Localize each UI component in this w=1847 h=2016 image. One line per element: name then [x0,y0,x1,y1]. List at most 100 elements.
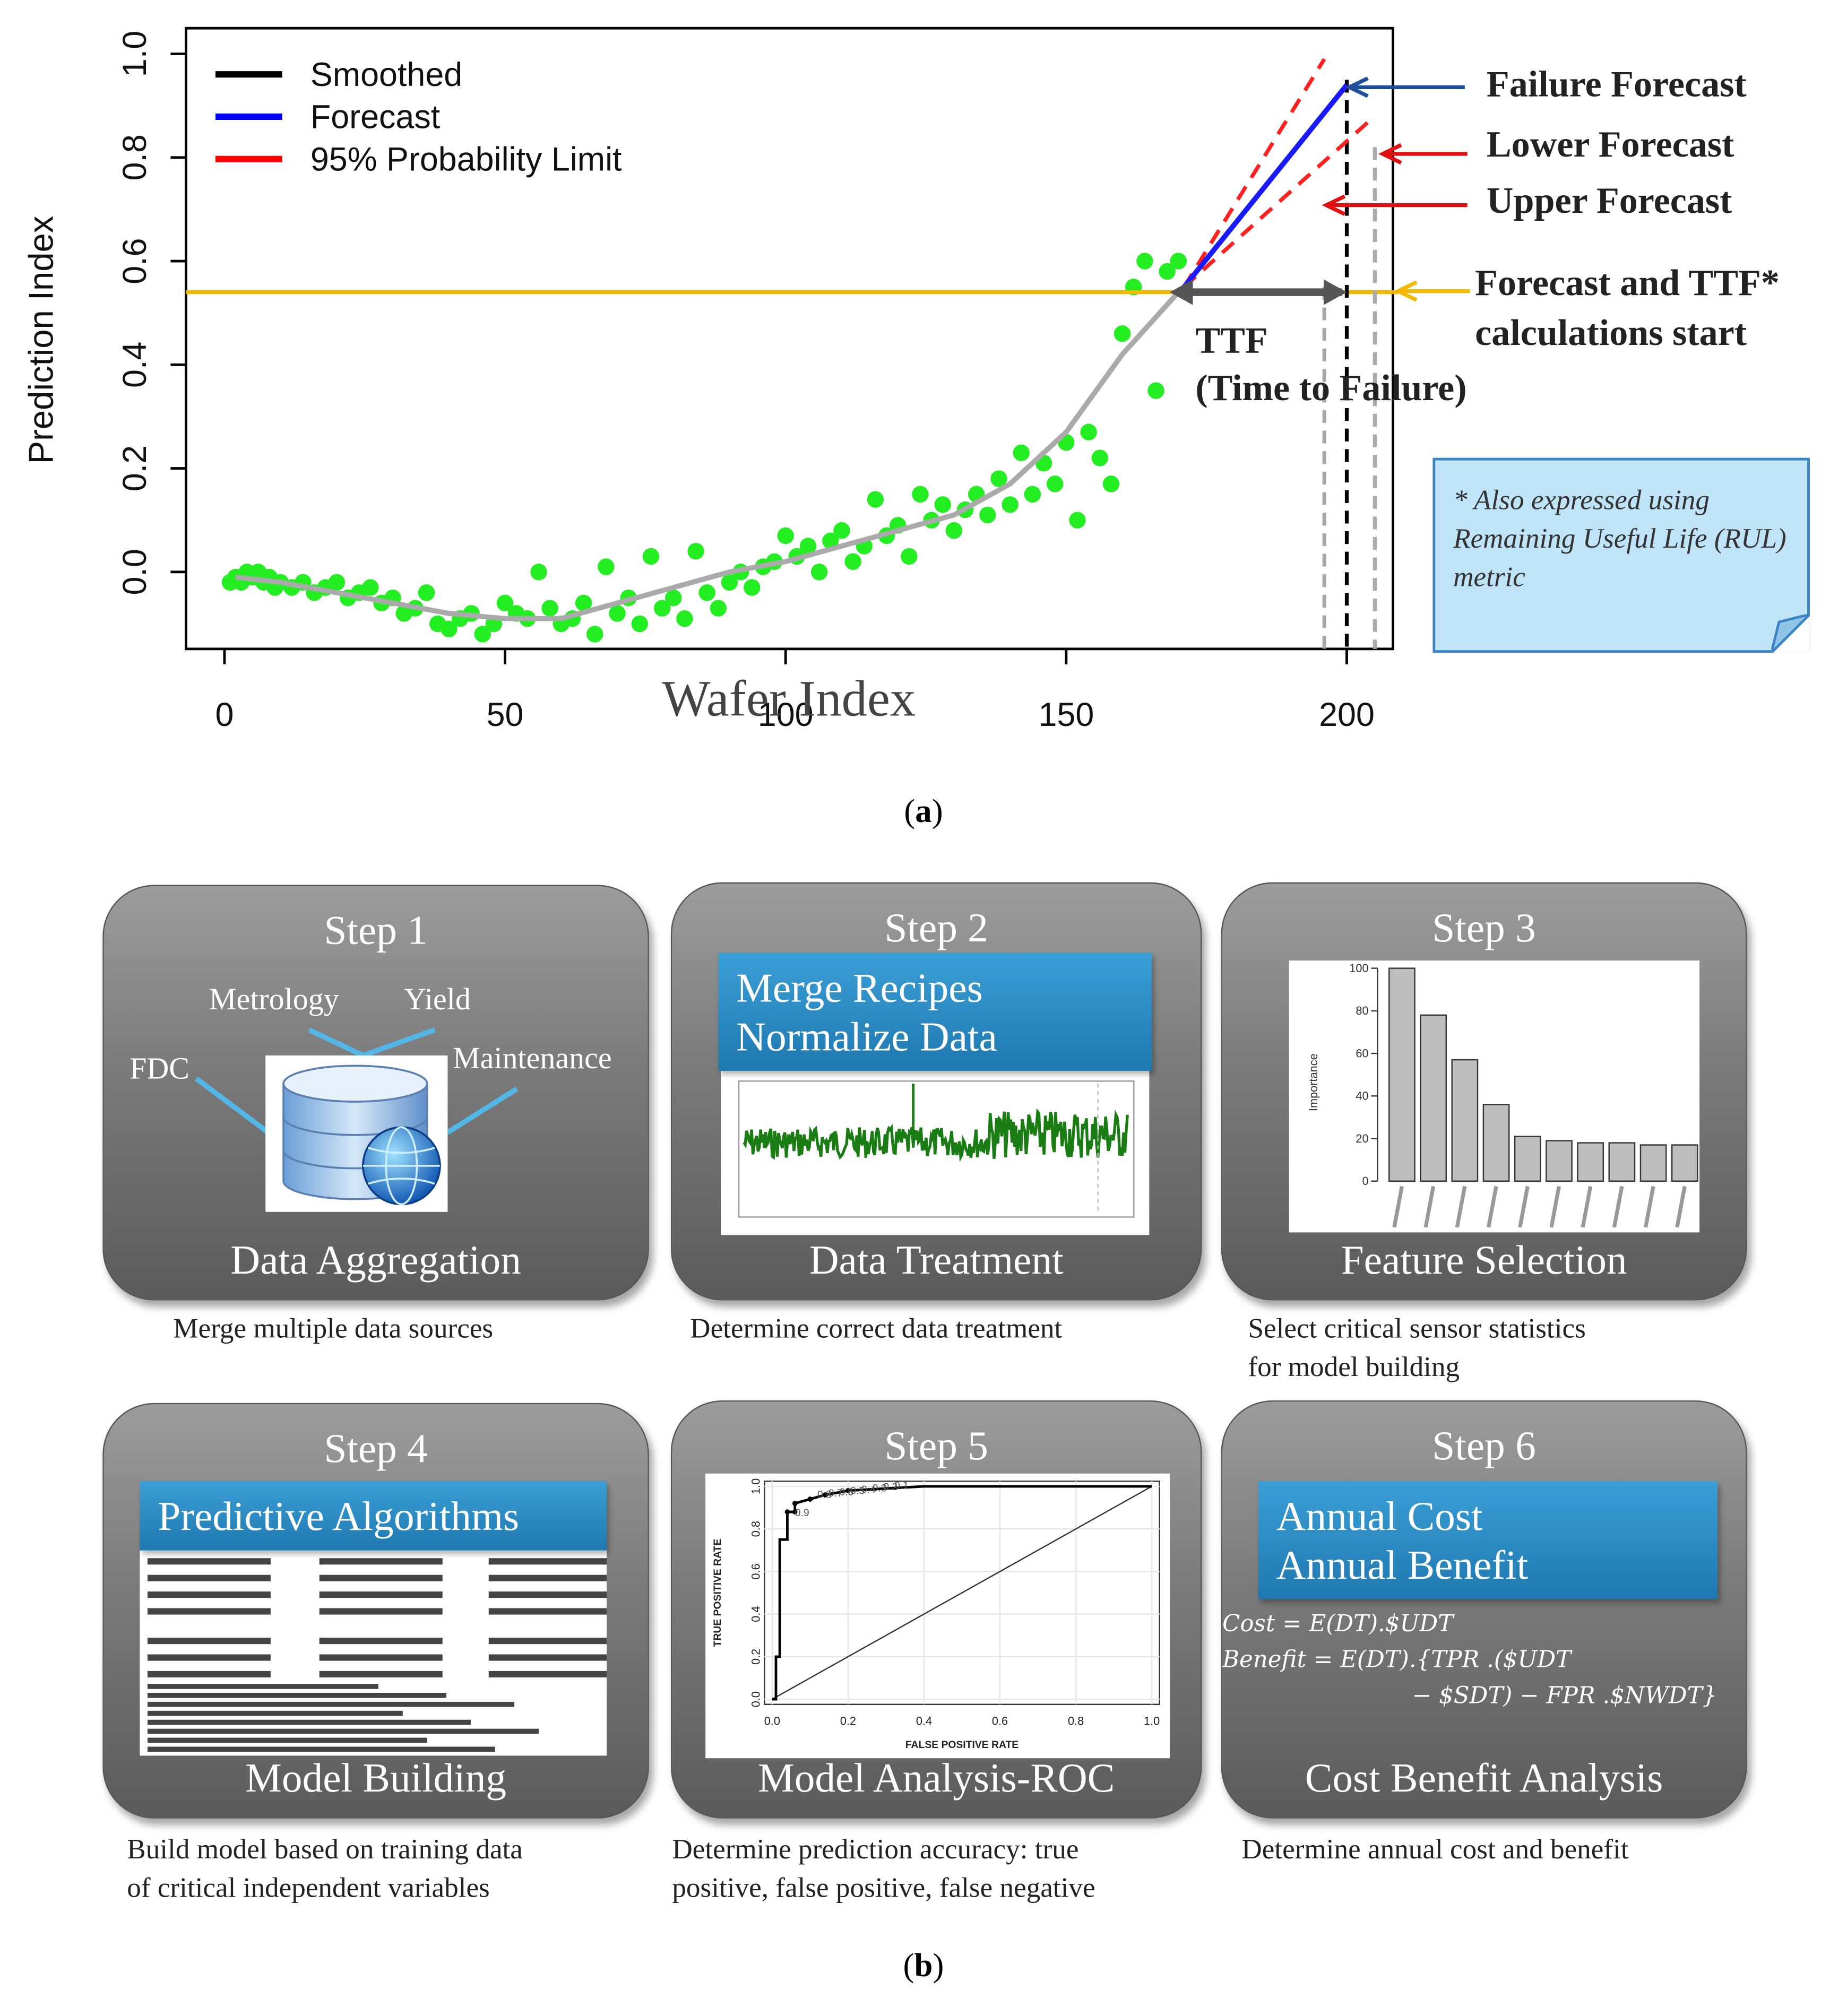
data-point [990,470,1007,487]
feature-name-label [1423,1186,1436,1228]
data-point [418,584,435,601]
equation-line [488,1608,612,1615]
data-point [867,491,884,508]
y-tick-label: 80 [1356,1004,1368,1017]
ttf-arrow-left-head [1170,279,1193,305]
data-point [676,610,693,627]
equation-line [488,1574,612,1581]
x-tick-label: 100 [758,696,814,733]
note-fold-icon [1771,614,1810,653]
data-point [575,594,592,612]
maintenance-label: Maintenance [453,1042,612,1076]
data-point [598,558,615,575]
data-point [777,527,794,544]
step-5-title: Step 5 [884,1422,988,1469]
yield-label: Yield [404,983,471,1017]
data-point [810,564,828,581]
roc-point [792,1509,798,1515]
importance-bar [1420,1014,1447,1182]
y-tick-label: 60 [1356,1046,1368,1060]
equation-line [147,1728,539,1734]
equation-line [488,1591,612,1598]
importance-bar [1388,967,1416,1182]
data-point [698,584,715,601]
lower-forecast-arrow-head [1378,143,1402,165]
threshold-label: 0.1 [894,1481,909,1492]
step-5-description: Determine prediction accuracy: true posi… [672,1830,1095,1907]
x-tick-label: 50 [487,696,524,733]
threshold-label: 0.8 [817,1490,832,1501]
feature-importance-bars: 100 80 60 40 20 0 Importance [1307,962,1730,1228]
y-tick-label: 1.0 [116,31,153,77]
data-point [609,605,626,622]
data-point [474,626,491,643]
equation-line [488,1638,612,1645]
fdc-label: FDC [130,1053,189,1086]
y-tick-label: 0.0 [749,1691,763,1707]
failure-forecast-arrow-head [1345,76,1369,98]
normalized-data-plot [721,1070,1150,1235]
y-tick-label: 0.6 [749,1563,763,1579]
importance-bar [1639,1144,1667,1182]
data-point [1170,253,1187,270]
feature-name-label [1644,1186,1655,1228]
threshold-label: 0.4 [861,1484,876,1495]
data-point [653,600,671,617]
equation-line [147,1574,271,1581]
equation-line [319,1638,443,1645]
step-1-title: Step 1 [324,906,428,953]
data-point [1114,325,1131,342]
step-3-description: Select critical sensor statistics for mo… [1248,1309,1585,1386]
step-1-description: Merge multiple data sources [173,1312,494,1344]
x-tick-label: 0.0 [764,1714,780,1727]
equation-line [319,1591,443,1598]
y-tick-label: 0.8 [749,1521,763,1537]
step-5-name: Model Analysis-ROC [757,1754,1115,1801]
equation-line [147,1719,471,1725]
data-point [1002,496,1019,513]
equation-line [319,1671,443,1678]
equation-line [147,1684,378,1689]
x-axis-label: FALSE POSITIVE RATE [905,1740,1019,1751]
step-4-name: Model Building [245,1754,507,1801]
cost-equation: Cost = E(DT).$UDT [1222,1611,1454,1638]
equation-line [147,1710,403,1716]
data-point [496,594,514,612]
threshold-label: 0.5 [850,1485,865,1496]
step-6-description: Determine annual cost and benefit [1241,1832,1629,1865]
equation-line [147,1671,271,1678]
feature-importance-plot: 100 80 60 40 20 0 Importance [1289,961,1730,1233]
forecast-start-label-2: calculations start [1475,313,1747,354]
step-2-banner: Merge Recipes Normalize Data [718,953,1152,1071]
legend-label: Forecast [310,99,440,136]
y-tick-label: 0.4 [749,1606,763,1622]
feature-name-label [1675,1186,1687,1228]
roc-point [845,1488,851,1493]
step-6-title: Step 6 [1432,1422,1536,1469]
step-2-description: Determine correct data treatment [690,1312,1063,1344]
roc-point [792,1501,798,1506]
step-3-name: Feature Selection [1341,1236,1627,1283]
caption-b: (b) [903,1946,944,1984]
annual-benefit-text: Annual Benefit [1276,1541,1529,1588]
data-point [844,553,861,570]
roc-point [823,1492,828,1498]
step-4-tile: Step 4 Predictive Algorithms Model Build… [102,1403,649,1819]
failure-forecast-label: Failure Forecast [1486,64,1747,106]
importance-bar [1546,1140,1573,1182]
lower-limit-line [1183,114,1376,289]
importance-bar [1482,1104,1510,1182]
equation-line [488,1671,612,1678]
forecast-line [1182,83,1349,289]
threshold-label: 0.9 [795,1508,809,1519]
y-tick-label: 0.2 [749,1649,763,1665]
data-point [1102,475,1120,492]
y-tick-label: 1.0 [749,1478,763,1494]
data-point [541,600,558,617]
upper-forecast-label: Upper Forecast [1486,180,1732,222]
legend-label: Smoothed [310,56,462,93]
data-point [833,522,850,539]
benefit-equation: Benefit = E(DT).{TPR .($UDT [1222,1647,1572,1674]
step-5-description-line-2: positive, false positive, false negative [672,1871,1095,1903]
